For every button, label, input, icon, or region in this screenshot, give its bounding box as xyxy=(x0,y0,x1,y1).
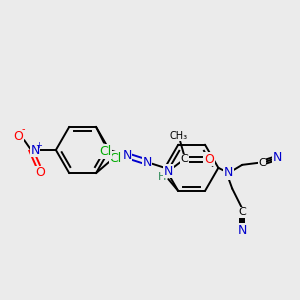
Text: O: O xyxy=(204,153,214,166)
Text: O: O xyxy=(13,130,23,142)
Text: -: - xyxy=(21,124,25,134)
Text: N: N xyxy=(273,152,283,164)
Text: N: N xyxy=(164,165,173,178)
Text: Cl: Cl xyxy=(110,152,122,165)
Text: C: C xyxy=(238,207,246,218)
Text: C: C xyxy=(258,158,266,168)
Text: Cl: Cl xyxy=(99,145,111,158)
Text: O: O xyxy=(35,166,45,179)
Text: N: N xyxy=(224,166,233,179)
Text: C: C xyxy=(180,154,188,164)
Text: N: N xyxy=(142,156,152,169)
Text: N: N xyxy=(238,224,247,237)
Text: CH₃: CH₃ xyxy=(169,130,187,140)
Text: H: H xyxy=(158,172,166,182)
Text: N: N xyxy=(30,143,40,157)
Text: N: N xyxy=(122,149,132,162)
Text: +: + xyxy=(36,140,43,149)
